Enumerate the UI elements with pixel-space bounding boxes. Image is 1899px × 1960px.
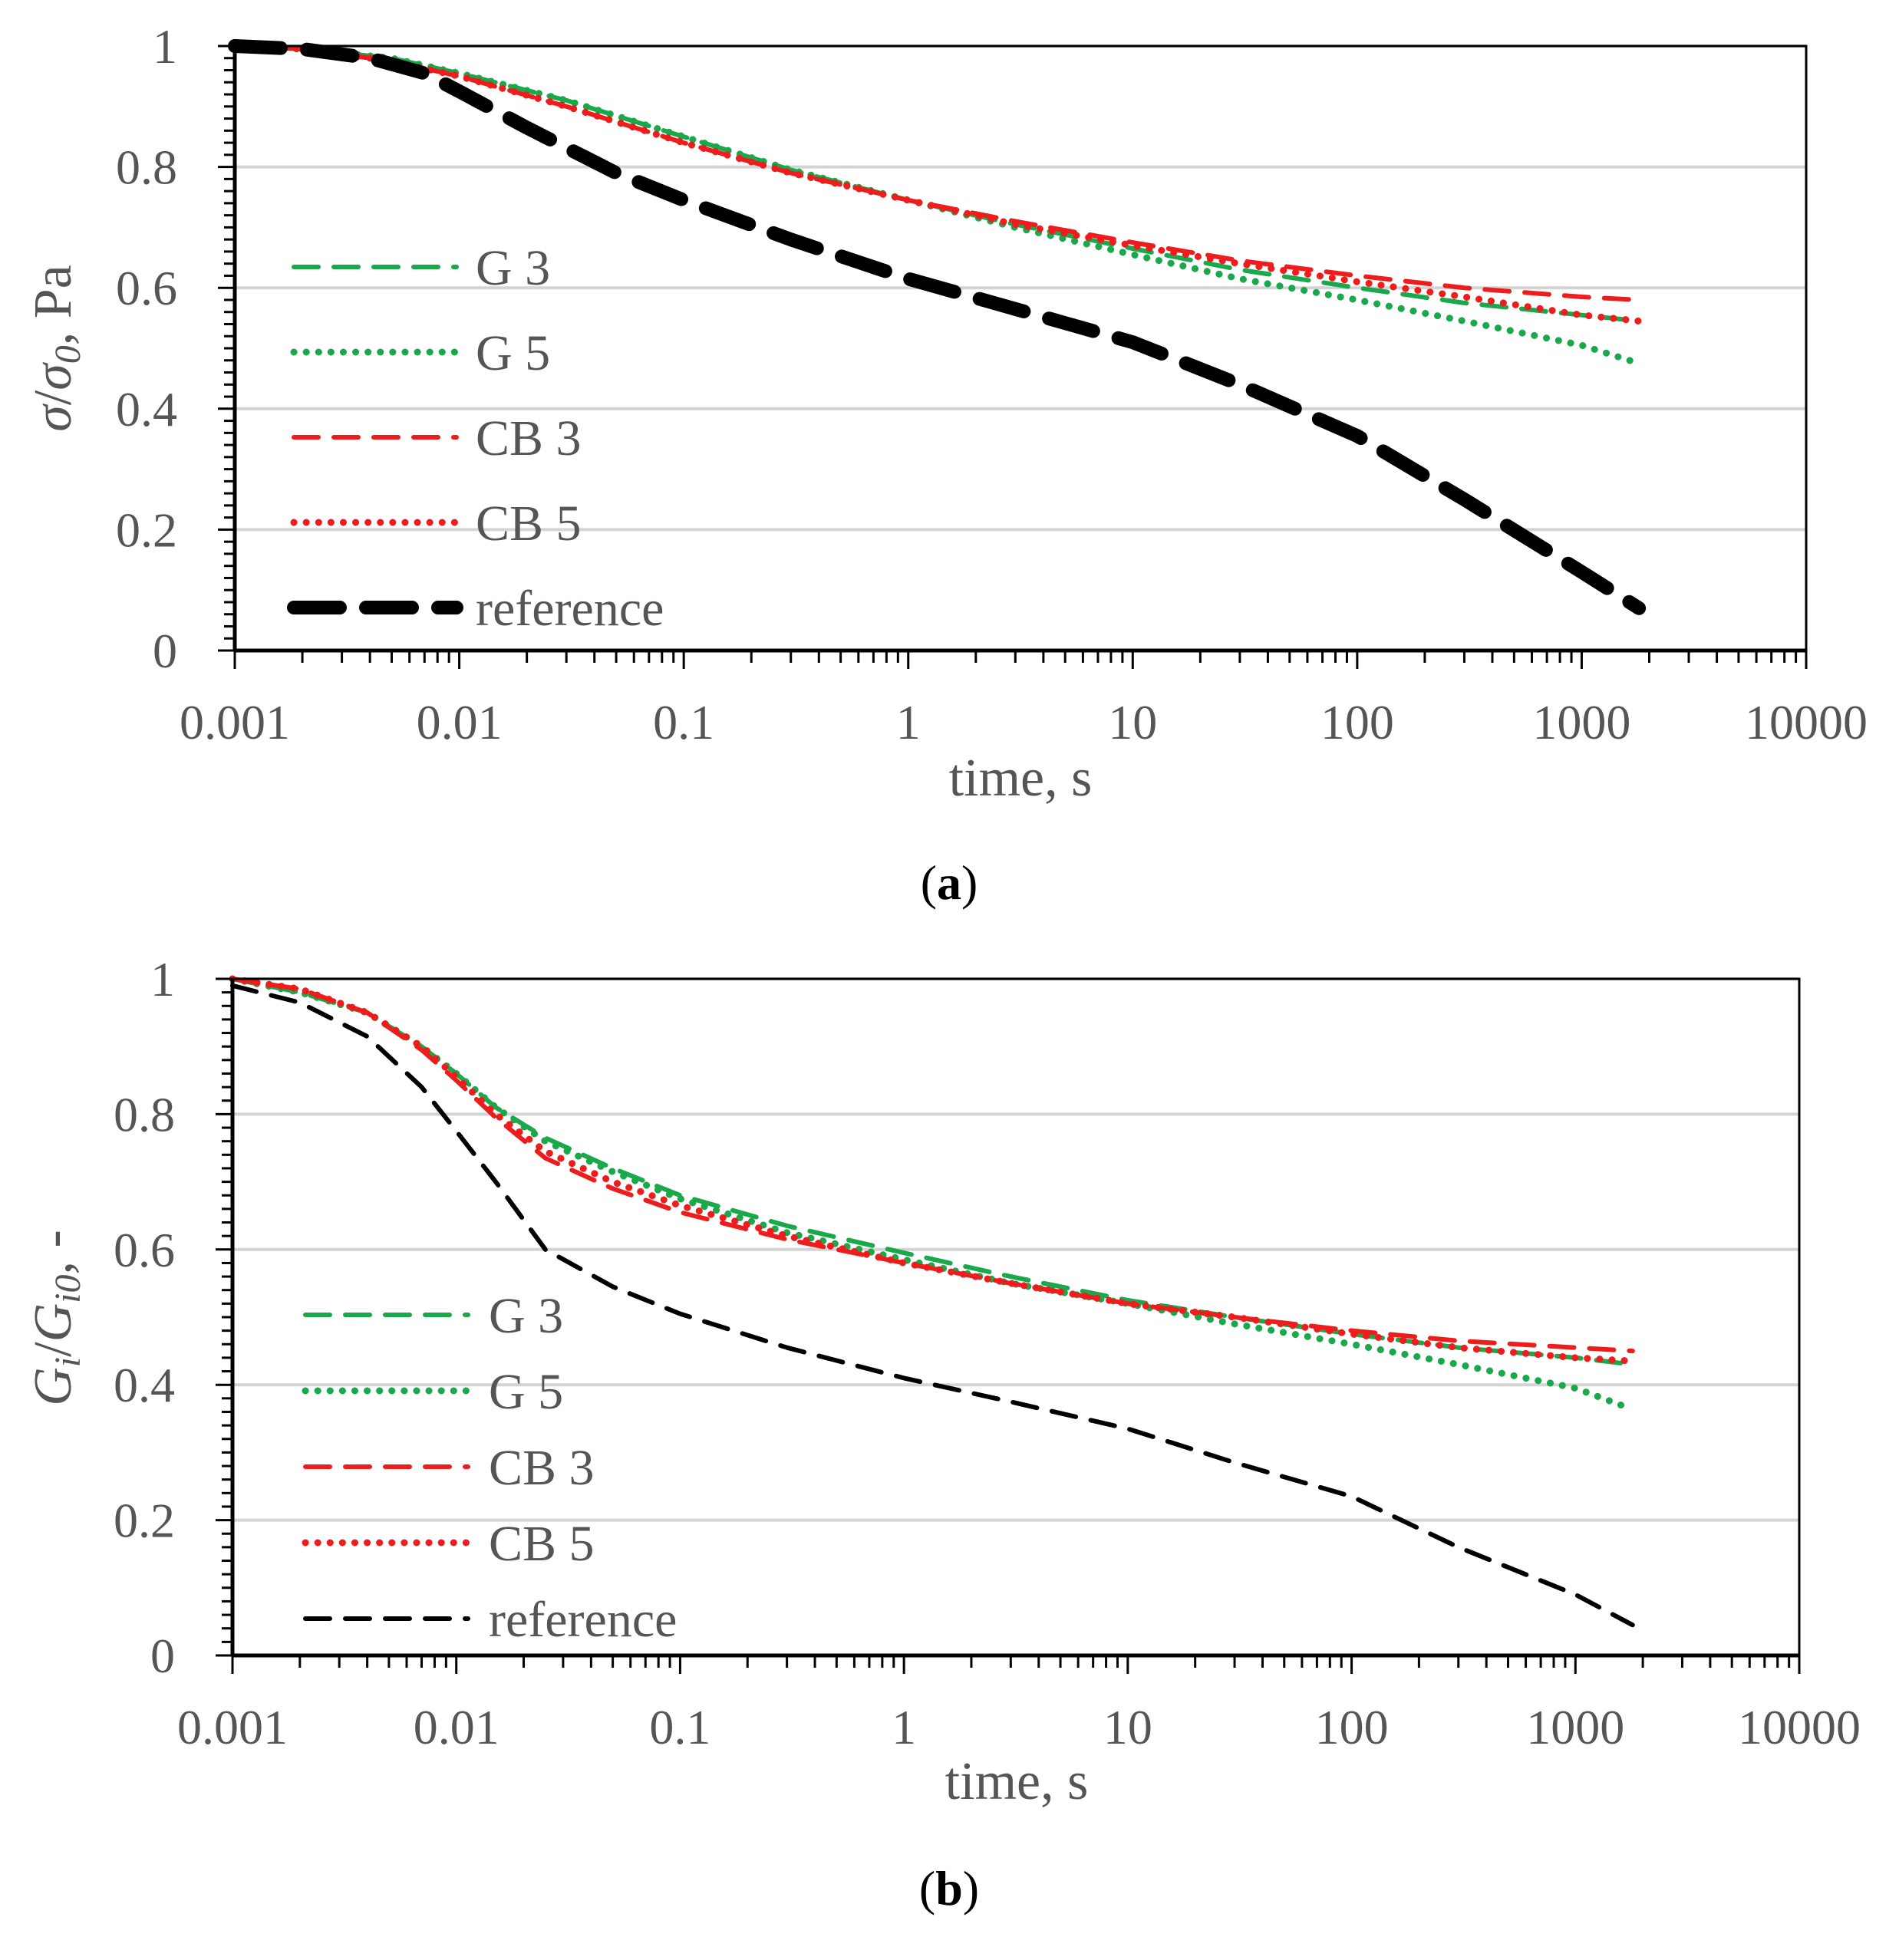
panel-caption-b: (b)	[919, 1861, 979, 1916]
legend-label: CB 3	[489, 1440, 595, 1496]
panel-caption-a: (a)	[921, 855, 978, 910]
y-tick-label: 1	[153, 19, 177, 74]
x-tick-label: 100	[1320, 695, 1394, 749]
x-tick-label: 10	[1108, 695, 1157, 749]
y-tick-label: 0	[150, 1629, 175, 1683]
x-tick-label: 0.001	[180, 695, 290, 749]
gridlines	[235, 44, 1806, 532]
legend-label: CB 3	[476, 410, 582, 466]
series-line-cb-5	[229, 975, 1637, 1365]
legend-item: G 3	[303, 1288, 563, 1344]
legend-label: reference	[489, 1592, 677, 1648]
legend-item: reference	[287, 581, 664, 637]
series-line-reference	[228, 39, 1647, 615]
legend-label: reference	[476, 581, 664, 637]
y-tick-label: 0	[153, 624, 177, 678]
x-tick-label: 1000	[1532, 695, 1630, 749]
legend-item: G 3	[292, 240, 550, 296]
x-tick-label: 10000	[1745, 695, 1868, 749]
y-tick-label: 0.8	[114, 1087, 175, 1141]
x-tick-label: 0.1	[649, 1700, 710, 1754]
legend-item: CB 5	[302, 1516, 595, 1572]
y-tick-label: 0.2	[116, 502, 177, 557]
x-tick-label: 10	[1103, 1700, 1152, 1754]
y-axis-title: σ/σ0, Pa	[24, 265, 88, 432]
y-tick-label: 0.2	[114, 1494, 175, 1548]
tick-labels: 0 0.2 0.4 0.6 0.8 1 0.001 0.01 0.1 1 10 100 1000 1000…	[116, 19, 1868, 749]
x-tick-label: 0.1	[653, 695, 714, 749]
y-tick-label: 0.8	[116, 140, 177, 195]
y-tick-label: 0.6	[114, 1223, 175, 1277]
legend-item: reference	[303, 1592, 677, 1648]
chart-panel-b: 0 0.2 0.4 0.6 0.8 1 0.001 0.01 0.1 1 10 100 1000 1000…	[24, 952, 1861, 1916]
y-tick-label: 0.4	[116, 382, 177, 436]
x-tick-label: 0.01	[414, 1700, 499, 1754]
x-axis-title: time, s	[949, 749, 1093, 808]
axes	[216, 977, 1801, 1674]
legend-label: CB 5	[476, 496, 582, 552]
legend-label: G 3	[489, 1288, 563, 1344]
axes	[218, 44, 1808, 669]
x-tick-label: 10000	[1738, 1700, 1861, 1754]
x-tick-label: 1	[892, 1700, 916, 1754]
y-tick-label: 1	[150, 952, 175, 1006]
series-line-g-3	[230, 977, 1635, 1367]
series-layer	[229, 975, 1637, 1628]
y-tick-label: 0.4	[114, 1358, 175, 1412]
x-tick-label: 1	[896, 695, 921, 749]
legend-label: G 3	[476, 240, 550, 296]
legend-label: CB 5	[489, 1516, 595, 1572]
series-line-reference	[230, 983, 1635, 1628]
legend-item: CB 3	[303, 1440, 595, 1496]
y-tick-label: 0.6	[116, 261, 177, 315]
legend-item: CB 5	[290, 496, 582, 552]
legend-item: G 5	[302, 1364, 563, 1420]
series-line-g-5	[229, 975, 1625, 1409]
y-axis-title: Gi/Gi0, -	[24, 1230, 88, 1406]
x-axis-title: time, s	[945, 1752, 1089, 1811]
legend-label: G 5	[489, 1364, 563, 1420]
legend: G 3 G 5 CB 3 CB 5 reference	[287, 240, 664, 637]
tick-labels: 0 0.2 0.4 0.6 0.8 1 0.001 0.01 0.1 1 10 100 1000 1000…	[114, 952, 1861, 1754]
series-line-cb-5	[231, 42, 1643, 324]
x-tick-label: 1000	[1526, 1700, 1624, 1754]
series-line-cb-3	[230, 977, 1635, 1354]
gridlines	[232, 977, 1799, 1522]
series-layer	[228, 39, 1647, 615]
x-tick-label: 100	[1315, 1700, 1389, 1754]
legend-item: G 5	[290, 325, 550, 381]
legend-label: G 5	[476, 325, 550, 381]
chart-panel-a: 0 0.2 0.4 0.6 0.8 1 0.001 0.01 0.1 1 10 100 1000 1000…	[24, 19, 1868, 910]
x-tick-label: 0.01	[417, 695, 503, 749]
legend: G 3 G 5 CB 3 CB 5 reference	[302, 1288, 677, 1648]
x-tick-label: 0.001	[177, 1700, 288, 1754]
legend-item: CB 3	[292, 410, 582, 466]
